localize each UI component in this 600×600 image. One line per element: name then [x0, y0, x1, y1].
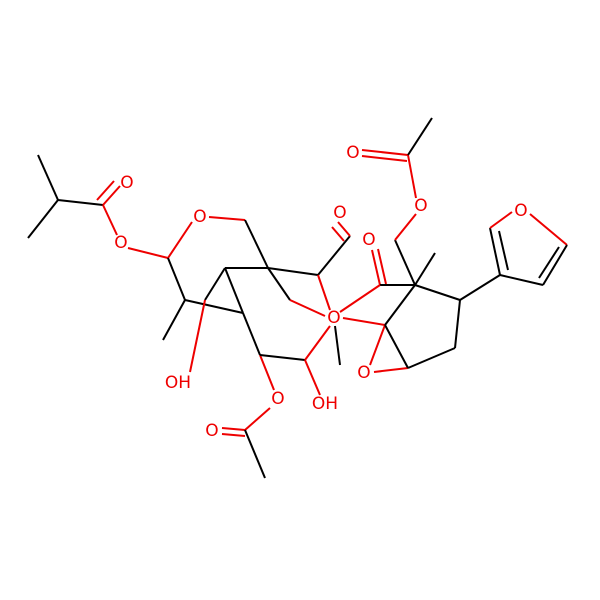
atom-label: O	[362, 230, 375, 250]
atom-label: O	[120, 173, 133, 193]
atom-label: O	[114, 233, 127, 253]
atom-labels: O O O O O O O O O O OH OH O O	[114, 143, 527, 441]
atom-label: O	[414, 196, 427, 216]
bonds	[27, 117, 568, 479]
atom-label: O	[193, 207, 206, 227]
atom-label: O	[333, 203, 346, 223]
atom-label: OH	[165, 373, 191, 393]
atom-label: O	[346, 143, 359, 163]
atom-label: O	[271, 389, 284, 409]
atom-label: OH	[312, 394, 338, 414]
atom-label: O	[514, 201, 527, 221]
atom-label: O	[205, 421, 218, 441]
atom-label: O	[357, 363, 370, 383]
atom-label: O	[327, 308, 340, 328]
